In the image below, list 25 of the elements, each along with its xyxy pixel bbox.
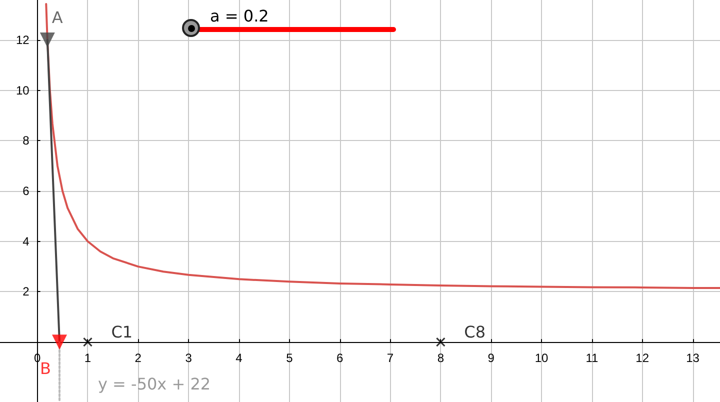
x-tick-label: 12 <box>636 351 650 366</box>
series-label: A <box>52 8 63 28</box>
x-tick-label: 13 <box>686 351 700 366</box>
y-tick-label: 10 <box>16 83 30 98</box>
x-tick-label: 4 <box>236 351 243 366</box>
x-tick-label: 1 <box>84 351 92 366</box>
x-tick-label: 2 <box>134 351 142 366</box>
y-tick-label: 4 <box>22 234 30 248</box>
x-tick-label: 6 <box>336 351 344 366</box>
x-tick-label: 10 <box>534 351 549 366</box>
y-tick-label: 2 <box>22 284 30 299</box>
y-tick-label: 6 <box>22 184 30 198</box>
series-label: C1 <box>111 322 133 342</box>
x-tick-label: 11 <box>586 351 598 366</box>
x-tick-label: 8 <box>437 351 444 366</box>
annotation: y = -50x + 22 <box>98 374 211 394</box>
x-tick-label: 5 <box>286 351 294 366</box>
series-label: B <box>40 359 51 378</box>
series-label: C8 <box>464 322 486 342</box>
y-tick-label: 12 <box>16 33 30 48</box>
y-tick-label: 8 <box>22 134 30 148</box>
x-tick-label: 7 <box>386 351 394 366</box>
x-tick-label: 3 <box>185 351 192 366</box>
annotation: a = 0.2 <box>210 6 269 26</box>
x-tick-label: 9 <box>488 351 495 366</box>
